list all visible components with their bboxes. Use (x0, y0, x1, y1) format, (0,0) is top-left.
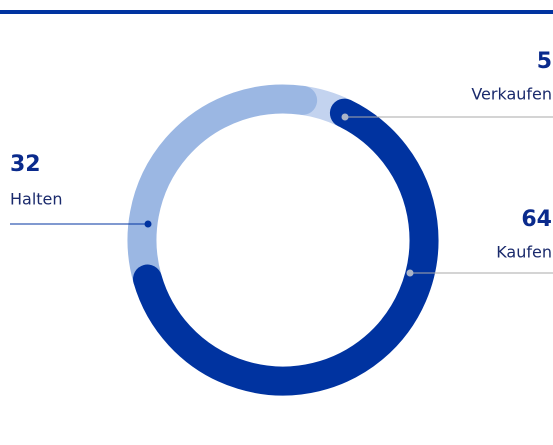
category-label: Halten (10, 190, 63, 209)
category-label: Verkaufen (471, 85, 552, 104)
top-bar (0, 10, 553, 14)
category-label: Kaufen (496, 243, 552, 262)
donut-segment (127, 84, 318, 294)
leader-dot (341, 113, 349, 121)
value-label: 64 (521, 207, 552, 232)
leader-dot (144, 220, 152, 228)
leader-dot (406, 269, 414, 277)
value-label: 32 (10, 152, 41, 177)
value-label: 5 (537, 49, 552, 74)
donut-segment (133, 98, 439, 396)
